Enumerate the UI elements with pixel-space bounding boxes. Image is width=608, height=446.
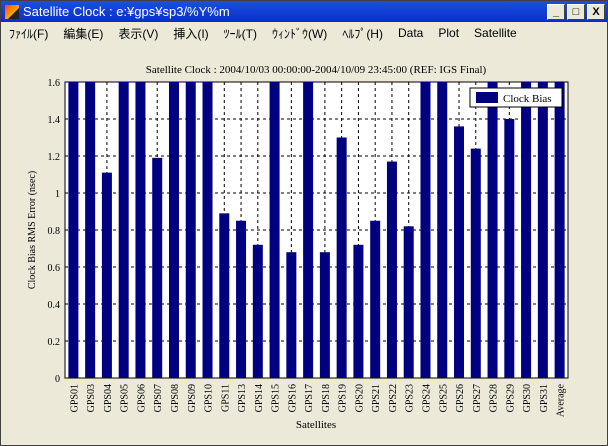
x-tick-label: GPS19 [338, 384, 349, 412]
x-tick-label: GPS18 [321, 384, 332, 412]
y-tick-label: 1.2 [48, 152, 61, 163]
bar-gps14 [252, 244, 263, 378]
x-tick-label: GPS21 [371, 384, 382, 412]
bar-gps11 [219, 213, 230, 378]
menu-help[interactable]: ﾍﾙﾌﾟ(H) [342, 26, 383, 41]
bar-gps07 [152, 157, 163, 378]
bar-gps19 [336, 137, 347, 378]
x-tick-label: GPS28 [489, 384, 500, 412]
legend-swatch [476, 92, 498, 103]
x-tick-label: GPS27 [472, 384, 483, 412]
x-tick-label: GPS22 [388, 384, 399, 412]
bar-gps28 [487, 82, 498, 378]
bar-gps29 [504, 119, 515, 378]
x-tick-label: GPS13 [237, 384, 248, 412]
bar-gps15 [269, 82, 280, 378]
x-tick-label: GPS11 [220, 384, 231, 412]
x-tick-label: GPS04 [103, 384, 114, 412]
bar-gps18 [319, 252, 330, 378]
x-tick-label: GPS16 [287, 384, 298, 412]
close-button[interactable]: X [587, 3, 605, 20]
x-tick-label: GPS15 [271, 384, 282, 412]
menu-insert[interactable]: 挿入(I) [173, 26, 209, 41]
x-axis-label: Satellites [296, 419, 336, 431]
menu-data[interactable]: Data [397, 26, 424, 40]
y-tick-label: 0.6 [48, 263, 61, 274]
minimize-button[interactable]: _ [547, 3, 565, 20]
bar-gps03 [85, 82, 96, 378]
x-tick-label: GPS10 [204, 384, 215, 412]
y-axis-label: Clock Bias RMS Error (nsec) [27, 171, 38, 289]
bar-gps08 [168, 82, 179, 378]
menu-plot[interactable]: Plot [438, 26, 460, 40]
bar-gps05 [118, 82, 129, 378]
x-tick-label: GPS14 [254, 384, 265, 412]
x-tick-label: GPS31 [539, 384, 550, 412]
bar-gps16 [286, 252, 297, 378]
x-tick-label: GPS08 [170, 384, 181, 412]
legend: Clock Bias [469, 87, 563, 108]
bar-gps09 [185, 82, 196, 378]
x-tick-label: GPS26 [455, 384, 466, 412]
x-tick-label: GPS29 [505, 384, 516, 412]
x-tick-label: GPS20 [354, 384, 365, 412]
bar-gps22 [386, 161, 397, 378]
bar-gps06 [135, 82, 146, 378]
menu-file[interactable]: ﾌｧｲﾙ(F) [9, 26, 49, 41]
x-tick-label: GPS30 [522, 384, 533, 412]
x-tick-label: GPS01 [69, 384, 80, 412]
menu-bar: ﾌｧｲﾙ(F) 編集(E) 表示(V) 挿入(I) ﾂｰﾙ(T) ｳｨﾝﾄﾞｳ(… [1, 22, 607, 44]
x-tick-label: GPS23 [405, 384, 416, 412]
bar-gps17 [303, 82, 314, 378]
x-tick-label: GPS17 [304, 384, 315, 412]
y-tick-label: 0.8 [48, 226, 61, 237]
bar-gps10 [202, 82, 213, 378]
window-title: Satellite Clock : e:¥gps¥sp3/%Y%m [23, 4, 230, 19]
chart-title: Satellite Clock : 2004/10/03 00:00:00-20… [146, 64, 487, 76]
bar-gps27 [470, 148, 481, 378]
bar-gps13 [236, 220, 247, 378]
x-tick-label: GPS05 [120, 384, 131, 412]
x-tick-label: GPS07 [153, 384, 164, 412]
bar-gps31 [537, 82, 548, 378]
menu-satellite[interactable]: Satellite [474, 26, 517, 40]
x-tick-label: GPS06 [136, 384, 147, 412]
title-bar: Satellite Clock : e:¥gps¥sp3/%Y%m _ □ X [1, 1, 607, 22]
menu-view[interactable]: 表示(V) [118, 26, 159, 41]
matlab-icon [5, 4, 19, 19]
legend-label: Clock Bias [503, 93, 552, 105]
menu-tools[interactable]: ﾂｰﾙ(T) [223, 26, 257, 41]
x-tick-label: GPS09 [187, 384, 198, 412]
menu-edit[interactable]: 編集(E) [63, 26, 104, 41]
y-tick-label: 0.4 [48, 300, 61, 311]
bar-gps23 [403, 226, 414, 378]
x-tick-label: GPS25 [438, 384, 449, 412]
bar-gps20 [353, 244, 364, 378]
y-tick-label: 1 [55, 189, 60, 200]
maximize-button[interactable]: □ [567, 3, 585, 20]
x-tick-label: GPS03 [86, 384, 97, 412]
menu-window[interactable]: ｳｨﾝﾄﾞｳ(W) [271, 26, 328, 41]
x-tick-label: GPS24 [421, 384, 432, 412]
bar-average [554, 82, 565, 378]
x-tick-label: Average [556, 383, 567, 417]
y-tick-label: 1.4 [48, 115, 61, 126]
bar-gps04 [101, 172, 112, 378]
bar-gps25 [437, 82, 448, 378]
y-tick-label: 0 [55, 374, 60, 385]
y-tick-label: 0.2 [48, 337, 61, 348]
bar-gps21 [370, 220, 381, 378]
bar-gps24 [420, 82, 431, 378]
bar-gps01 [68, 82, 79, 378]
plot-area [64, 81, 569, 379]
y-tick-label: 1.6 [48, 78, 61, 89]
bar-gps30 [521, 82, 532, 378]
bar-gps26 [454, 126, 465, 379]
